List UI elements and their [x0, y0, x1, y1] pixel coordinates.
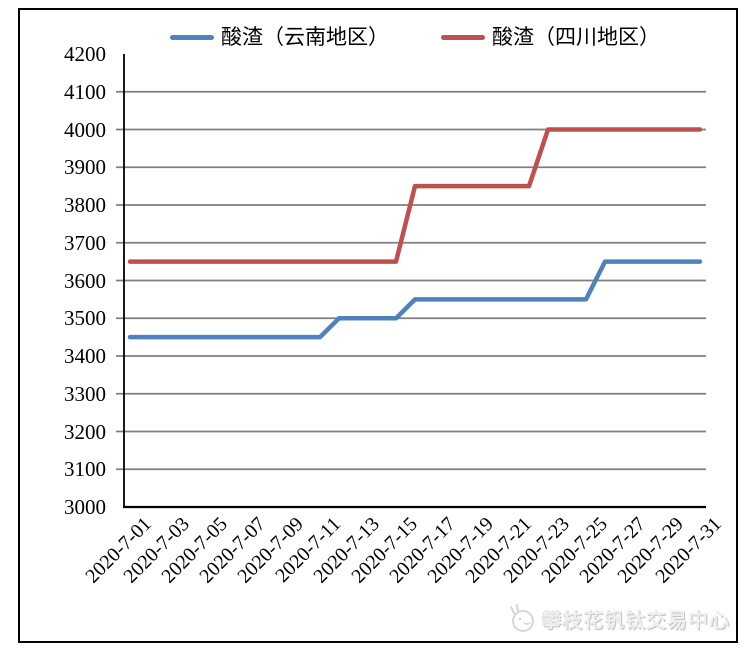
legend: 酸渣（云南地区） 酸渣（四川地区）	[124, 22, 706, 52]
y-tick-label: 3100	[64, 457, 106, 482]
legend-label: 酸渣（四川地区）	[492, 25, 660, 49]
legend-item-0: 酸渣（云南地区）	[170, 25, 389, 49]
y-tick-label: 3500	[64, 306, 106, 331]
watermark-text: 攀枝花钒钛交易中心	[541, 609, 730, 632]
y-tick-label: 4200	[64, 42, 106, 66]
y-tick-label: 4100	[64, 79, 106, 104]
y-tick-label: 3700	[64, 230, 106, 255]
legend-line-swatch	[441, 34, 485, 40]
legend-label: 酸渣（云南地区）	[221, 25, 389, 49]
y-tick-label: 3900	[64, 155, 106, 180]
y-tick-label: 3200	[64, 419, 106, 444]
series-line-0	[127, 259, 703, 340]
y-tick-label: 3000	[64, 495, 106, 519]
mascot-logo-icon	[510, 604, 534, 632]
legend-line-swatch	[170, 34, 214, 40]
legend-item-1: 酸渣（四川地区）	[441, 25, 660, 49]
y-tick-label: 3800	[64, 193, 106, 217]
series-line-1	[127, 127, 703, 264]
chart-frame	[18, 8, 738, 643]
y-tick-label: 3400	[64, 344, 106, 368]
y-tick-label: 4000	[64, 117, 106, 142]
y-tick-label: 3600	[64, 268, 106, 293]
y-tick-label: 3300	[64, 381, 106, 406]
watermark: 攀枝花钒钛交易中心	[508, 601, 730, 635]
